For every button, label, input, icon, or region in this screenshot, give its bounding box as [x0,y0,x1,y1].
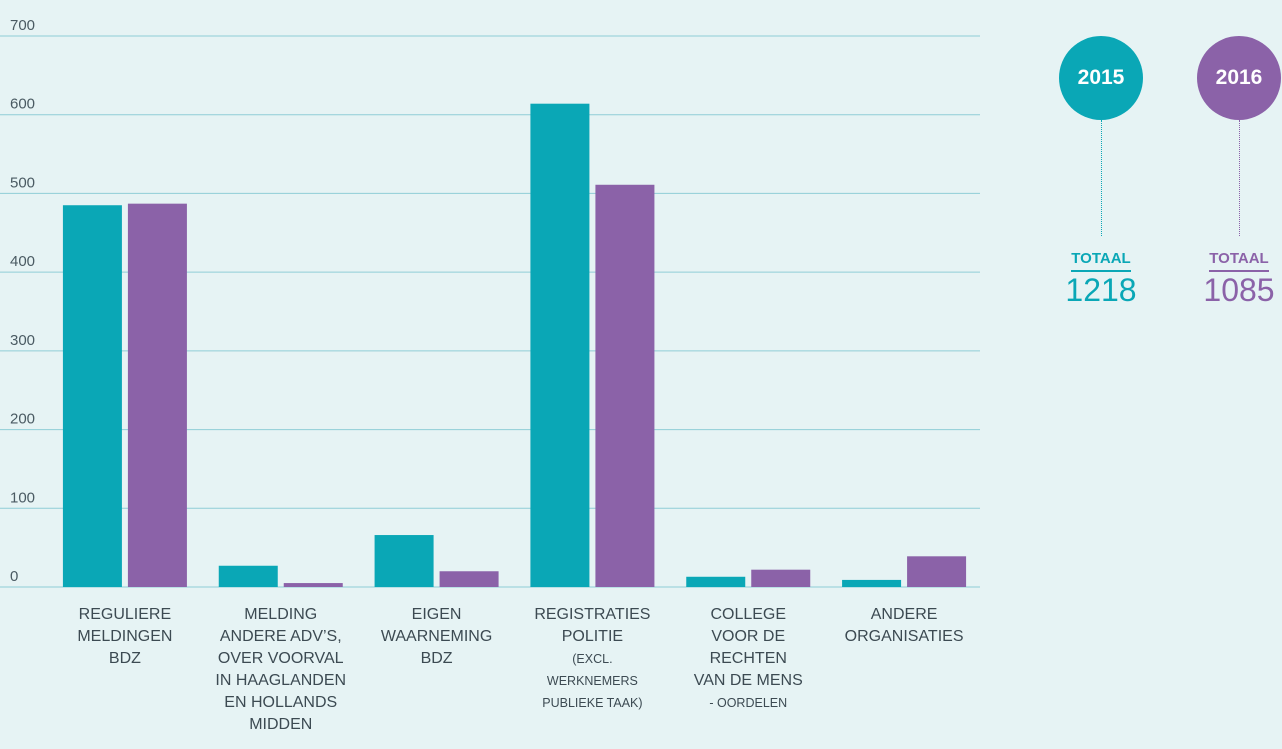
bar-2015 [842,579,902,587]
bar-2016 [439,571,499,587]
category-label-line: OVER VOORVAL [217,650,344,667]
bar-2016 [751,569,811,587]
category-label-line: ORGANISATIES [844,628,964,645]
category-label: EIGEN WAARNEMING BDZ [367,604,507,670]
category-label-line: POLITIE [561,628,624,645]
category-label-line: RECHTEN [709,650,787,667]
y-tick-label: 300 [10,332,35,349]
legend-connector-2015 [1100,120,1102,236]
category-label: REGULIERE MELDINGEN BDZ [55,604,195,670]
category-label-line: WERKNEMERS [546,674,638,688]
category-label-line: VOOR DE [711,628,786,645]
category-label-line: (EXCL. [572,652,613,666]
legend-2015: 2015 TOTAAL 1218 [1056,36,1146,308]
category-label: COLLEGE VOOR DE RECHTEN VAN DE MENS - OORDEL… [678,604,818,714]
legend-total-label-2015: TOTAAL [1071,250,1131,272]
category-label-line: PUBLIEKE TAAK) [542,696,643,710]
bar-2015 [530,103,590,588]
bar-2015 [686,576,746,587]
legend-2016: 2016 TOTAAL 1085 [1194,36,1282,308]
bar-2016 [907,556,967,587]
bar-2016 [283,583,343,587]
y-tick-label: 100 [10,489,35,506]
legend-total-value-2016: 1085 [1203,272,1275,308]
category-label-line: WAARNEMING [380,628,493,645]
category-label-line: MIDDEN [249,716,313,733]
category-label-line: ANDERE ADV’S, [219,628,342,645]
category-label: ANDERE ORGANISATIES [834,604,974,648]
legend-connector-2016 [1238,120,1240,236]
category-label-line: IN HAAGLANDEN [215,672,347,689]
bar-2016 [127,203,187,587]
y-tick-label: 600 [10,96,35,113]
category-label: REGISTRATIES POLITIE (EXCL. WERKNEMERS PUBLI… [522,604,662,714]
y-tick-label: 400 [10,253,35,270]
category-label-line: VAN DE MENS [693,672,803,689]
category-label-line: BDZ [420,650,453,667]
category-label-line: MELDING [244,606,318,623]
category-label-line: MELDINGEN [77,628,173,645]
category-label-line: COLLEGE [710,606,787,623]
legend-circle-2015: 2015 [1059,36,1143,120]
y-tick-label: 500 [10,174,35,191]
bar-2015 [218,565,278,587]
category-label-line: REGULIERE [78,606,172,623]
legend-total-value-2015: 1218 [1065,272,1137,308]
category-label-line: ANDERE [870,606,938,623]
bar-2015 [374,535,434,587]
bar-chart: 0 100 200 300 400 500 600 700 [0,17,980,588]
y-tick-label: 200 [10,411,35,428]
category-label-line: REGISTRATIES [534,606,651,623]
legend-circle-2016: 2016 [1197,36,1281,120]
y-tick-label: 700 [10,17,35,34]
y-tick-label: 0 [10,568,18,585]
category-label-line: EIGEN [411,606,462,623]
bar-2015 [62,205,122,587]
category-label-line: BDZ [108,650,141,667]
category-label-line: EN HOLLANDS [224,694,338,711]
category-label-line: - OORDELEN [709,696,788,710]
bar-2016 [595,184,655,587]
category-label: MELDING ANDERE ADV’S, OVER VOORVAL IN HAAGL… [211,604,351,736]
legend-total-label-2016: TOTAAL [1209,250,1269,272]
